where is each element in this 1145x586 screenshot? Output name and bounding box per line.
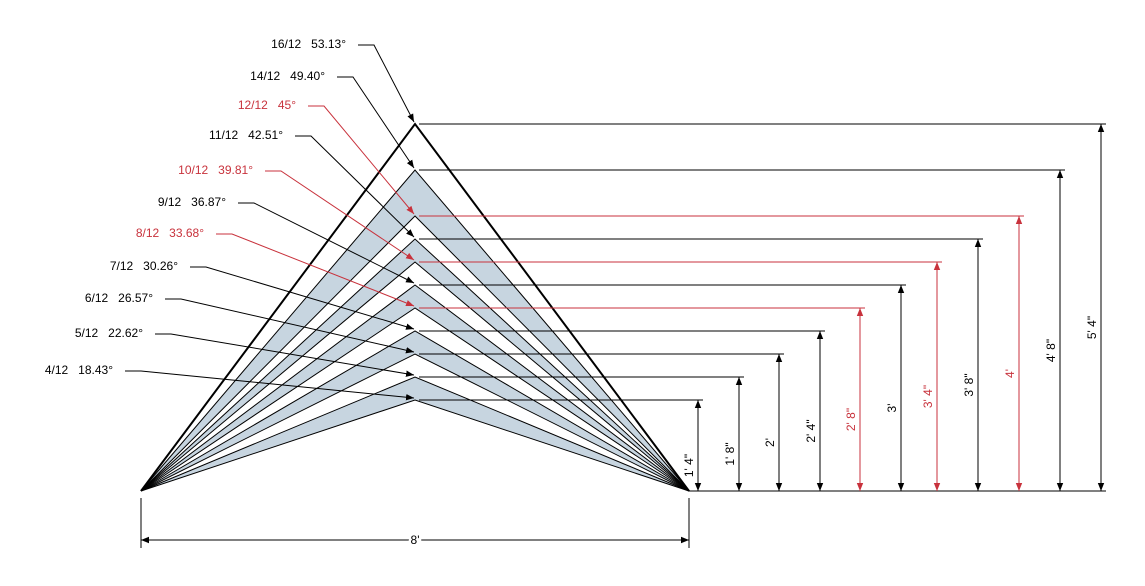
pitch-ratio: 6/12	[85, 291, 109, 305]
roof-line	[140, 353, 690, 492]
leader-line	[358, 44, 415, 123]
leader-line	[337, 76, 415, 169]
height-label: 4' 8"	[1044, 339, 1058, 362]
pitch-label: 14/12 49.40°	[250, 69, 325, 83]
pitch-label: 4/12 18.43°	[45, 363, 113, 377]
roof-line	[140, 238, 690, 492]
pitch-angle: 45°	[278, 98, 296, 112]
pitch-label: 12/12 45°	[238, 98, 296, 112]
leader-line	[308, 105, 415, 215]
pitch-label: 6/12 26.57°	[85, 291, 153, 305]
roof-line	[140, 376, 690, 492]
leader-line	[190, 266, 415, 330]
span-label: 8'	[411, 533, 420, 547]
roof-line	[140, 307, 690, 492]
leader-line	[165, 298, 415, 354]
height-label: 2' 8"	[844, 408, 858, 431]
pitch-label: 10/12 39.81°	[178, 163, 253, 177]
height-label: 3'	[885, 404, 899, 413]
pitch-angle: 22.62°	[108, 326, 143, 340]
height-label: 2'	[763, 438, 777, 447]
pitch-ratio: 14/12	[250, 69, 280, 83]
roof-line	[140, 399, 690, 492]
leader-line	[125, 370, 415, 401]
pitch-label: 16/12 53.13°	[271, 37, 346, 51]
pitch-angle: 49.40°	[290, 69, 325, 83]
height-label: 1' 4"	[682, 454, 696, 477]
roof-line	[140, 330, 690, 492]
pitch-ratio: 10/12	[178, 163, 208, 177]
pitch-label: 5/12 22.62°	[75, 326, 143, 340]
height-label: 1' 8"	[723, 442, 737, 465]
pitch-ratio: 5/12	[75, 326, 99, 340]
roof-band	[141, 331, 689, 491]
pitch-angle: 30.26°	[143, 259, 178, 273]
pitch-label: 7/12 30.26°	[110, 259, 178, 273]
pitch-ratio: 12/12	[238, 98, 268, 112]
pitch-angle: 26.57°	[118, 291, 153, 305]
pitch-label: 11/12 42.51°	[209, 128, 283, 142]
roof-line	[140, 122, 690, 492]
roof-line	[140, 215, 690, 492]
height-label: 5' 4"	[1085, 316, 1099, 339]
roof-line	[140, 261, 690, 492]
pitch-angle: 53.13°	[311, 37, 346, 51]
pitch-angle: 42.51°	[248, 128, 283, 142]
height-label: 2' 4"	[804, 419, 818, 442]
pitch-label: 8/12 33.68°	[136, 226, 204, 240]
leader-line	[295, 135, 415, 238]
pitch-ratio: 9/12	[158, 195, 182, 209]
roof-line	[140, 169, 690, 492]
pitch-ratio: 16/12	[271, 37, 301, 51]
height-label: 4'	[1003, 369, 1017, 378]
leader-line	[238, 202, 415, 284]
height-label: 3' 4"	[921, 385, 935, 408]
pitch-ratio: 8/12	[136, 226, 160, 240]
pitch-angle: 18.43°	[78, 363, 113, 377]
roof-band	[141, 239, 689, 491]
pitch-ratio: 11/12	[209, 128, 238, 142]
leader-line	[216, 233, 415, 307]
pitch-ratio: 4/12	[45, 363, 69, 377]
pitch-angle: 39.81°	[218, 163, 253, 177]
pitch-angle: 33.68°	[169, 226, 204, 240]
pitch-ratio: 7/12	[110, 259, 134, 273]
height-label: 3' 8"	[962, 373, 976, 396]
roof-line	[140, 284, 690, 492]
pitch-angle: 36.87°	[191, 195, 226, 209]
leader-line	[265, 170, 415, 261]
pitch-label: 9/12 36.87°	[158, 195, 226, 209]
leader-line	[155, 333, 415, 377]
